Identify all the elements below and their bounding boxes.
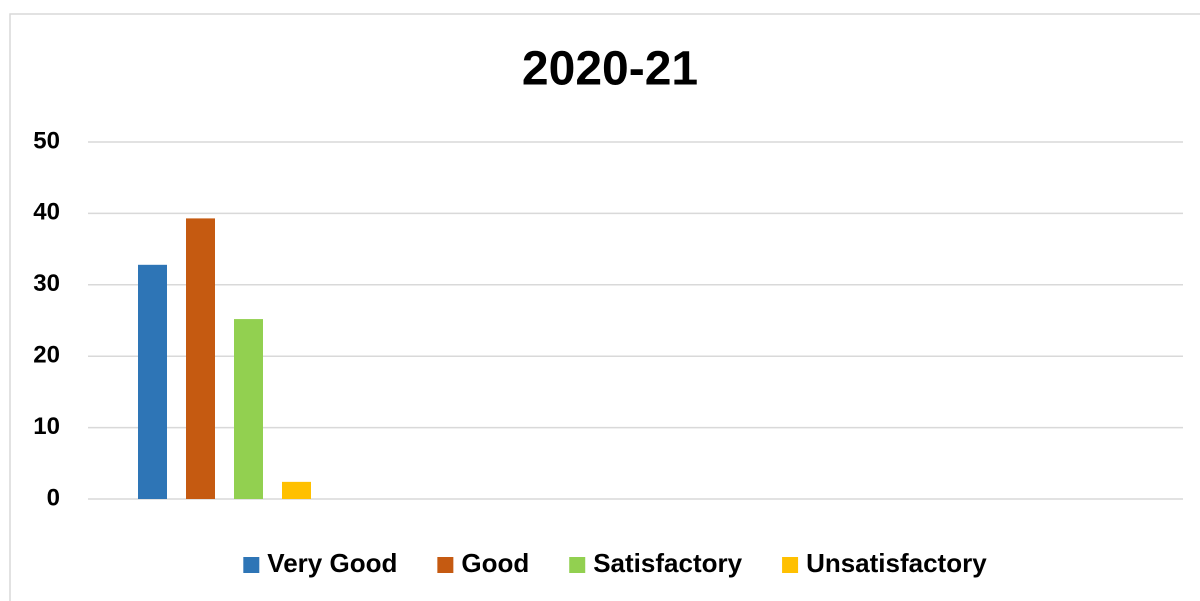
y-tick-label: 0 — [47, 484, 60, 511]
bar — [138, 264, 167, 499]
legend-swatch — [569, 557, 586, 573]
y-tick-label: 10 — [33, 413, 60, 440]
legend-swatch — [437, 557, 454, 573]
legend-label: Good — [461, 548, 529, 578]
y-tick-label: 20 — [33, 342, 60, 369]
y-tick-label: 50 — [33, 127, 60, 154]
bar — [186, 218, 215, 499]
legend-swatch — [782, 557, 799, 573]
y-tick-label: 40 — [33, 199, 60, 226]
y-tick-label: 30 — [33, 270, 60, 297]
legend-label: Unsatisfactory — [806, 548, 987, 578]
bar — [234, 319, 263, 499]
legend-swatch — [243, 557, 260, 573]
chart-title: 2020-21 — [522, 43, 698, 96]
bar — [282, 481, 311, 499]
legend-label: Satisfactory — [593, 548, 742, 578]
legend-label: Very Good — [267, 548, 397, 578]
